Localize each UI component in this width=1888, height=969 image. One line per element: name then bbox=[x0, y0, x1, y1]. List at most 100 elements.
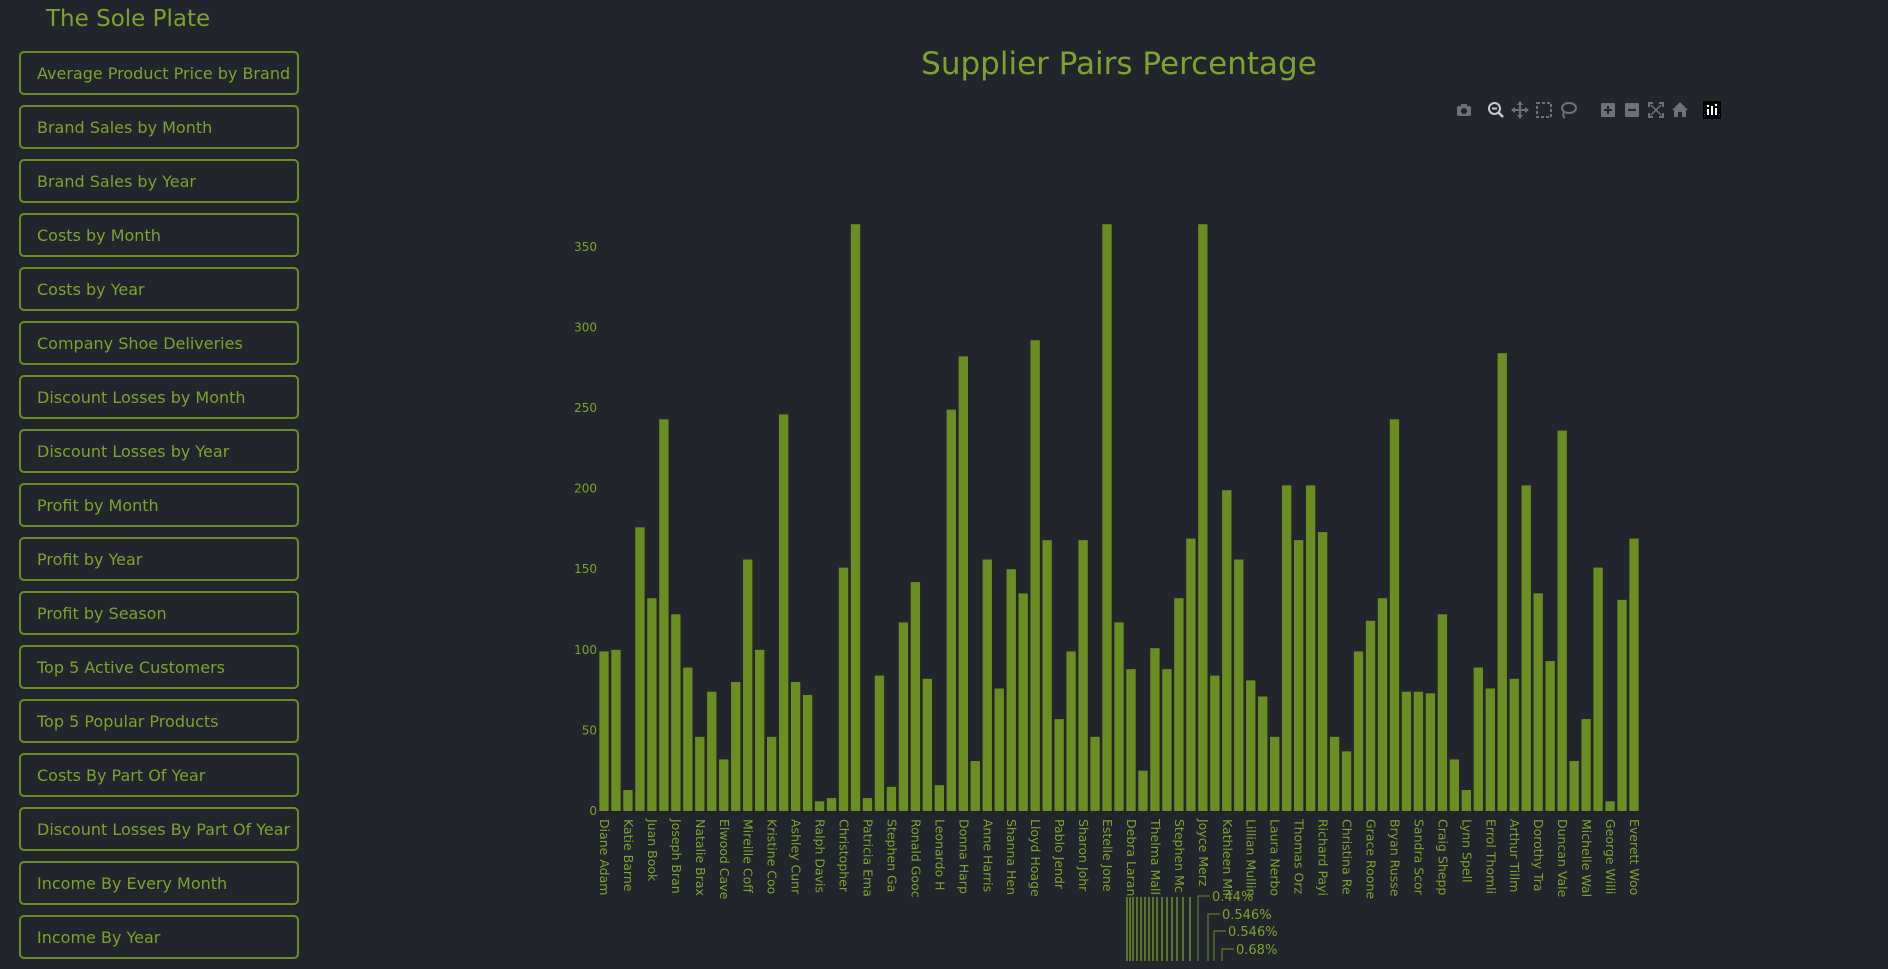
bar[interactable] bbox=[1078, 540, 1088, 811]
bar[interactable] bbox=[599, 651, 609, 811]
zoom-out-icon[interactable] bbox=[1622, 100, 1642, 120]
bar[interactable] bbox=[1353, 651, 1364, 811]
bar[interactable] bbox=[1413, 691, 1424, 811]
sidebar-item-discount-losses-by-part-of-year[interactable]: Discount Losses By Part Of Year bbox=[19, 807, 299, 851]
sidebar-item-discount-losses-by-month[interactable]: Discount Losses by Month bbox=[19, 375, 299, 419]
bar[interactable] bbox=[1054, 719, 1064, 811]
bar[interactable] bbox=[1545, 661, 1555, 811]
bar[interactable] bbox=[1449, 759, 1460, 811]
bar[interactable] bbox=[946, 409, 956, 811]
bar[interactable] bbox=[1246, 680, 1256, 811]
sidebar-item-costs-by-year[interactable]: Costs by Year bbox=[19, 267, 299, 311]
sidebar-item-company-shoe-deliveries[interactable]: Company Shoe Deliveries bbox=[19, 321, 299, 365]
bar[interactable] bbox=[802, 694, 813, 811]
sidebar-item-profit-by-month[interactable]: Profit by Month bbox=[19, 483, 299, 527]
bar[interactable] bbox=[707, 691, 717, 811]
sidebar-item-profit-by-season[interactable]: Profit by Season bbox=[19, 591, 299, 635]
bar[interactable] bbox=[1030, 340, 1040, 811]
bar[interactable] bbox=[1425, 693, 1436, 811]
zoom-in-icon[interactable] bbox=[1598, 100, 1618, 120]
bar[interactable] bbox=[1150, 648, 1160, 811]
bar[interactable] bbox=[635, 527, 645, 811]
bar[interactable] bbox=[1305, 485, 1316, 811]
bar[interactable] bbox=[814, 801, 825, 811]
camera-icon[interactable] bbox=[1454, 100, 1474, 120]
bar[interactable] bbox=[898, 622, 909, 811]
bar[interactable] bbox=[695, 736, 705, 811]
bar[interactable] bbox=[1629, 538, 1639, 811]
bar[interactable] bbox=[1485, 688, 1495, 811]
bar[interactable] bbox=[1270, 736, 1280, 811]
sidebar-item-income-by-every-month[interactable]: Income By Every Month bbox=[19, 861, 299, 905]
bar[interactable] bbox=[1497, 353, 1507, 811]
sidebar-item-income-by-year[interactable]: Income By Year bbox=[19, 915, 299, 959]
bar[interactable] bbox=[1521, 485, 1531, 811]
bar[interactable] bbox=[647, 598, 657, 811]
bar[interactable] bbox=[1234, 559, 1244, 811]
plotly-logo-icon[interactable] bbox=[1702, 100, 1722, 120]
autoscale-icon[interactable] bbox=[1646, 100, 1666, 120]
bar[interactable] bbox=[1282, 485, 1292, 811]
bar[interactable] bbox=[1090, 736, 1100, 811]
bar[interactable] bbox=[1509, 678, 1519, 811]
bar[interactable] bbox=[1557, 430, 1567, 811]
sidebar-item-costs-by-month[interactable]: Costs by Month bbox=[19, 213, 299, 257]
bar[interactable] bbox=[755, 649, 765, 811]
bar[interactable] bbox=[1401, 691, 1412, 811]
bar[interactable] bbox=[778, 414, 789, 811]
bar[interactable] bbox=[1102, 224, 1112, 812]
bar[interactable] bbox=[1186, 538, 1196, 811]
sidebar-item-profit-by-year[interactable]: Profit by Year bbox=[19, 537, 299, 581]
bar[interactable] bbox=[1126, 669, 1136, 811]
bar[interactable] bbox=[1258, 696, 1268, 811]
bar[interactable] bbox=[1617, 599, 1627, 811]
sidebar-item-top-5-popular-products[interactable]: Top 5 Popular Products bbox=[19, 699, 299, 743]
bar[interactable] bbox=[1162, 669, 1172, 811]
bar[interactable] bbox=[1437, 614, 1448, 811]
bar[interactable] bbox=[1042, 540, 1052, 811]
bar[interactable] bbox=[1461, 790, 1471, 811]
bar[interactable] bbox=[838, 567, 849, 811]
bar[interactable] bbox=[1293, 540, 1304, 811]
bar[interactable] bbox=[790, 682, 801, 811]
bar[interactable] bbox=[1365, 620, 1376, 811]
bar[interactable] bbox=[1174, 598, 1184, 811]
bar[interactable] bbox=[862, 798, 873, 811]
pan-icon[interactable] bbox=[1510, 100, 1530, 120]
bar[interactable] bbox=[671, 614, 681, 811]
bar[interactable] bbox=[850, 224, 861, 812]
bar[interactable] bbox=[683, 667, 693, 811]
bar[interactable] bbox=[1473, 667, 1483, 811]
bar[interactable] bbox=[1222, 490, 1232, 811]
sidebar-item-average-product-price-by-brand[interactable]: Average Product Price by Brand bbox=[19, 51, 299, 95]
bar[interactable] bbox=[994, 688, 1004, 811]
bar[interactable] bbox=[1569, 761, 1579, 811]
bar[interactable] bbox=[731, 682, 741, 811]
bar[interactable] bbox=[743, 559, 753, 811]
bar[interactable] bbox=[719, 759, 729, 811]
zoom-icon[interactable] bbox=[1486, 100, 1506, 120]
bar[interactable] bbox=[1198, 224, 1208, 812]
bar[interactable] bbox=[934, 785, 945, 811]
sidebar-item-brand-sales-by-month[interactable]: Brand Sales by Month bbox=[19, 105, 299, 149]
bar[interactable] bbox=[623, 790, 633, 811]
bar[interactable] bbox=[1006, 569, 1016, 811]
bar[interactable] bbox=[1210, 675, 1220, 811]
bar[interactable] bbox=[1317, 532, 1328, 811]
bar[interactable] bbox=[958, 356, 968, 811]
bar[interactable] bbox=[874, 675, 885, 811]
bar[interactable] bbox=[982, 559, 992, 811]
bar[interactable] bbox=[922, 678, 933, 811]
bar[interactable] bbox=[611, 649, 621, 811]
bar[interactable] bbox=[826, 798, 837, 811]
bar[interactable] bbox=[1605, 801, 1615, 811]
box-select-icon[interactable] bbox=[1534, 100, 1554, 120]
sidebar-item-costs-by-part-of-year[interactable]: Costs By Part Of Year bbox=[19, 753, 299, 797]
bar[interactable] bbox=[1533, 593, 1543, 811]
sidebar-item-brand-sales-by-year[interactable]: Brand Sales by Year bbox=[19, 159, 299, 203]
bar[interactable] bbox=[659, 419, 669, 811]
bar[interactable] bbox=[1329, 736, 1340, 811]
bar[interactable] bbox=[1066, 651, 1076, 811]
bar[interactable] bbox=[1593, 567, 1603, 811]
bar[interactable] bbox=[1581, 719, 1591, 811]
